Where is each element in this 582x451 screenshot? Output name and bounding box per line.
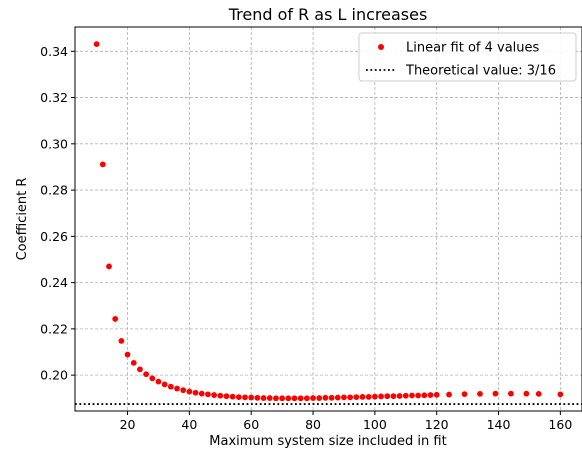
data-point [205, 391, 211, 398]
legend: Linear fit of 4 values Theoretical value… [358, 32, 577, 82]
data-point [137, 366, 143, 373]
data-point [211, 392, 218, 398]
data-point [266, 395, 273, 401]
x-axis: 20 40 60 80 100 120 140 160 [120, 411, 572, 432]
data-point [192, 389, 199, 396]
data-point [492, 390, 499, 397]
data-point [198, 390, 205, 397]
data-point [359, 393, 366, 400]
data-point [217, 392, 224, 399]
data-point [310, 395, 316, 401]
y-tick-label: 0.32 [40, 90, 68, 105]
data-point [535, 390, 542, 397]
data-point [316, 395, 323, 401]
data-point [365, 393, 372, 400]
data-point [322, 394, 329, 401]
legend-marker-points [378, 44, 384, 50]
data-point [106, 263, 112, 270]
legend-box [358, 32, 577, 82]
data-point [167, 383, 174, 390]
x-axis-label: Maximum system size included in fit [209, 434, 446, 449]
data-point [507, 390, 514, 397]
data-point [285, 395, 292, 402]
x-tick-label: 160 [548, 417, 572, 432]
data-point [384, 393, 391, 400]
data-point [99, 161, 106, 168]
x-tick-label: 40 [181, 417, 197, 432]
chart-title: Trend of R as L increases [228, 5, 428, 24]
data-point [118, 338, 125, 344]
plot-frame [74, 26, 582, 412]
y-axis: 0.20 0.22 0.24 0.26 0.28 0.30 0.32 0.34 [40, 44, 75, 383]
data-point [371, 393, 378, 400]
data-point [421, 392, 428, 399]
data-point [254, 394, 261, 401]
data-point [291, 395, 298, 402]
data-point [433, 391, 440, 398]
data-point [174, 385, 180, 392]
data-point [143, 371, 150, 378]
y-tick-label: 0.34 [40, 44, 68, 59]
y-tick-label: 0.26 [40, 229, 68, 244]
data-point [186, 388, 193, 395]
data-point [427, 392, 434, 398]
data-point [248, 394, 255, 401]
data-point [279, 395, 286, 402]
plot-background [75, 27, 582, 411]
data-point [93, 41, 100, 48]
data-point [557, 391, 564, 398]
data-point [409, 392, 415, 399]
data-point [161, 381, 168, 388]
data-point [396, 393, 403, 399]
data-point [223, 393, 230, 400]
data-point [477, 390, 483, 397]
data-point [523, 390, 530, 397]
data-point [415, 392, 422, 399]
data-point [180, 387, 187, 394]
data-point [112, 316, 119, 322]
data-point [461, 391, 468, 398]
data-point [229, 393, 236, 400]
legend-label-points: Linear fit of 4 values [406, 41, 540, 56]
data-point [260, 395, 267, 401]
data-point [341, 394, 347, 401]
x-tick-label: 140 [487, 417, 511, 432]
data-point [130, 359, 137, 366]
x-tick-label: 120 [425, 417, 449, 432]
data-point [235, 394, 242, 401]
data-point [149, 375, 156, 382]
data-point [124, 351, 131, 358]
data-point [353, 394, 360, 401]
x-tick-label: 20 [120, 417, 136, 432]
data-point [402, 392, 409, 399]
y-tick-label: 0.30 [40, 136, 68, 151]
data-point [334, 394, 341, 401]
data-point [273, 395, 279, 402]
y-tick-label: 0.28 [40, 183, 68, 198]
data-point [328, 394, 335, 401]
data-point [378, 393, 384, 400]
data-point [155, 378, 162, 385]
data-point [297, 395, 304, 402]
x-tick-label: 60 [243, 417, 259, 432]
x-tick-label: 100 [363, 417, 387, 432]
y-axis-label: Coefficient R [15, 178, 30, 261]
data-points [93, 41, 564, 402]
data-point [347, 394, 354, 401]
data-point [390, 393, 397, 400]
legend-label-reference: Theoretical value: 3/16 [405, 64, 556, 79]
y-tick-label: 0.24 [40, 275, 68, 290]
y-tick-label: 0.20 [40, 368, 68, 383]
y-tick-label: 0.22 [40, 321, 68, 336]
data-point [303, 395, 310, 402]
data-point [242, 394, 248, 401]
x-tick-label: 80 [305, 417, 321, 432]
data-point [446, 391, 452, 398]
